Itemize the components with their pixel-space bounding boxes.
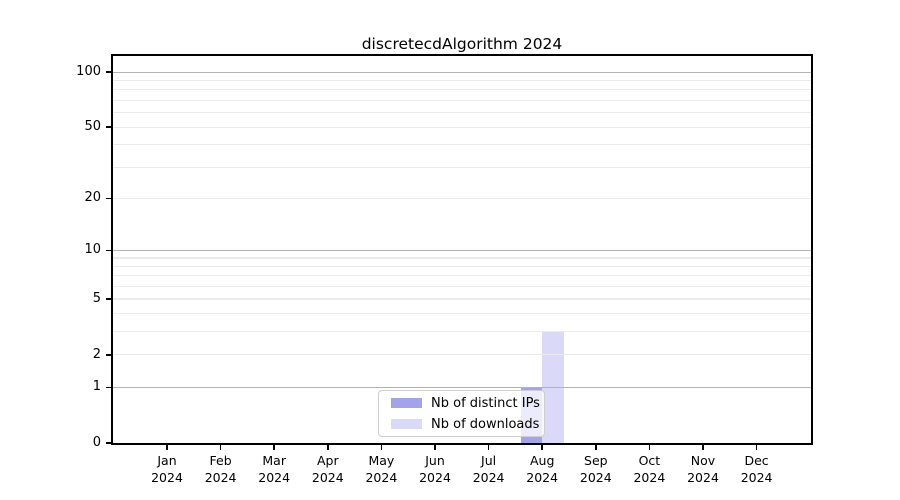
plot-area — [113, 56, 811, 443]
x-tick-label-may: May 2024 — [365, 453, 398, 485]
gridline-major-10 — [113, 249, 811, 251]
x-tick-jul — [487, 445, 490, 450]
x-tick-dec — [755, 445, 758, 450]
gridline-minor-5 — [113, 298, 811, 300]
legend-swatch-distinct-ips — [391, 398, 422, 408]
gridline-minor-30 — [113, 166, 811, 168]
x-tick-label-jun: Jun 2024 — [419, 453, 451, 485]
legend-row-downloads: Nb of downloads — [391, 416, 544, 433]
legend-row-distinct-ips: Nb of distinct IPs — [391, 395, 544, 412]
y-tick-label-2: 2 — [92, 346, 101, 362]
y-tick-label-10: 10 — [84, 242, 101, 258]
gridline-minor-4 — [113, 313, 811, 315]
y-tick-100 — [106, 71, 113, 73]
gridline-minor-20 — [113, 197, 811, 199]
x-tick-label-nov: Nov 2024 — [687, 453, 719, 485]
x-tick-label-apr: Apr 2024 — [311, 453, 344, 485]
x-tick-label-jan: Jan 2024 — [151, 453, 183, 485]
x-tick-aug — [541, 445, 543, 450]
y-tick-5 — [106, 298, 113, 300]
x-tick-label-aug: Aug 2024 — [526, 453, 559, 485]
gridline-minor-3 — [113, 331, 811, 333]
y-tick-label-0: 0 — [92, 435, 101, 450]
x-tick-feb — [219, 445, 222, 450]
gridline-major-1 — [113, 386, 811, 388]
y-tick-label-5: 5 — [92, 291, 101, 307]
gridline-minor-8 — [113, 265, 811, 267]
legend-swatch-downloads — [391, 419, 422, 429]
y-tick-20 — [106, 197, 113, 200]
x-tick-label-feb: Feb 2024 — [204, 453, 237, 485]
x-tick-may — [380, 445, 383, 450]
y-tick-10 — [106, 249, 113, 252]
x-tick-jan — [166, 445, 168, 450]
gridline-minor-40 — [113, 144, 811, 146]
x-tick-label-sep: Sep 2024 — [579, 453, 612, 485]
y-tick-label-50: 50 — [84, 119, 101, 135]
gridline-major-100 — [113, 71, 811, 73]
legend-label-distinct-ips: Nb of distinct IPs — [431, 395, 540, 411]
y-tick-label-1: 1 — [92, 379, 101, 395]
gridline-minor-90 — [113, 80, 811, 82]
x-tick-nov — [702, 445, 704, 450]
x-tick-sep — [595, 445, 597, 450]
x-tick-oct — [648, 445, 651, 450]
x-tick-apr — [327, 445, 329, 450]
y-tick-label-20: 20 — [84, 190, 101, 206]
gridline-minor-60 — [113, 112, 811, 114]
x-tick-label-jul: Jul 2024 — [472, 453, 505, 485]
y-tick-label-100: 100 — [76, 64, 101, 80]
chart-title: discretecdAlgorithm 2024 — [361, 35, 563, 53]
gridline-minor-7 — [113, 275, 811, 277]
x-tick-label-mar: Mar 2024 — [258, 453, 291, 485]
gridline-minor-2 — [113, 354, 811, 356]
x-tick-label-dec: Dec 2024 — [740, 453, 773, 485]
gridline-minor-80 — [113, 89, 811, 91]
y-tick-50 — [106, 126, 113, 128]
legend-label-downloads: Nb of downloads — [431, 416, 540, 432]
gridline-minor-6 — [113, 286, 811, 288]
legend: Nb of distinct IPs Nb of downloads — [378, 390, 545, 437]
x-tick-label-oct: Oct 2024 — [633, 453, 666, 485]
x-tick-jun — [434, 445, 436, 450]
x-tick-mar — [273, 445, 275, 450]
y-tick-0 — [106, 442, 113, 444]
y-tick-1 — [106, 386, 113, 389]
gridline-minor-70 — [113, 99, 811, 102]
gridline-minor-9 — [113, 257, 811, 259]
y-tick-2 — [106, 353, 113, 356]
gridline-minor-50 — [113, 126, 811, 128]
